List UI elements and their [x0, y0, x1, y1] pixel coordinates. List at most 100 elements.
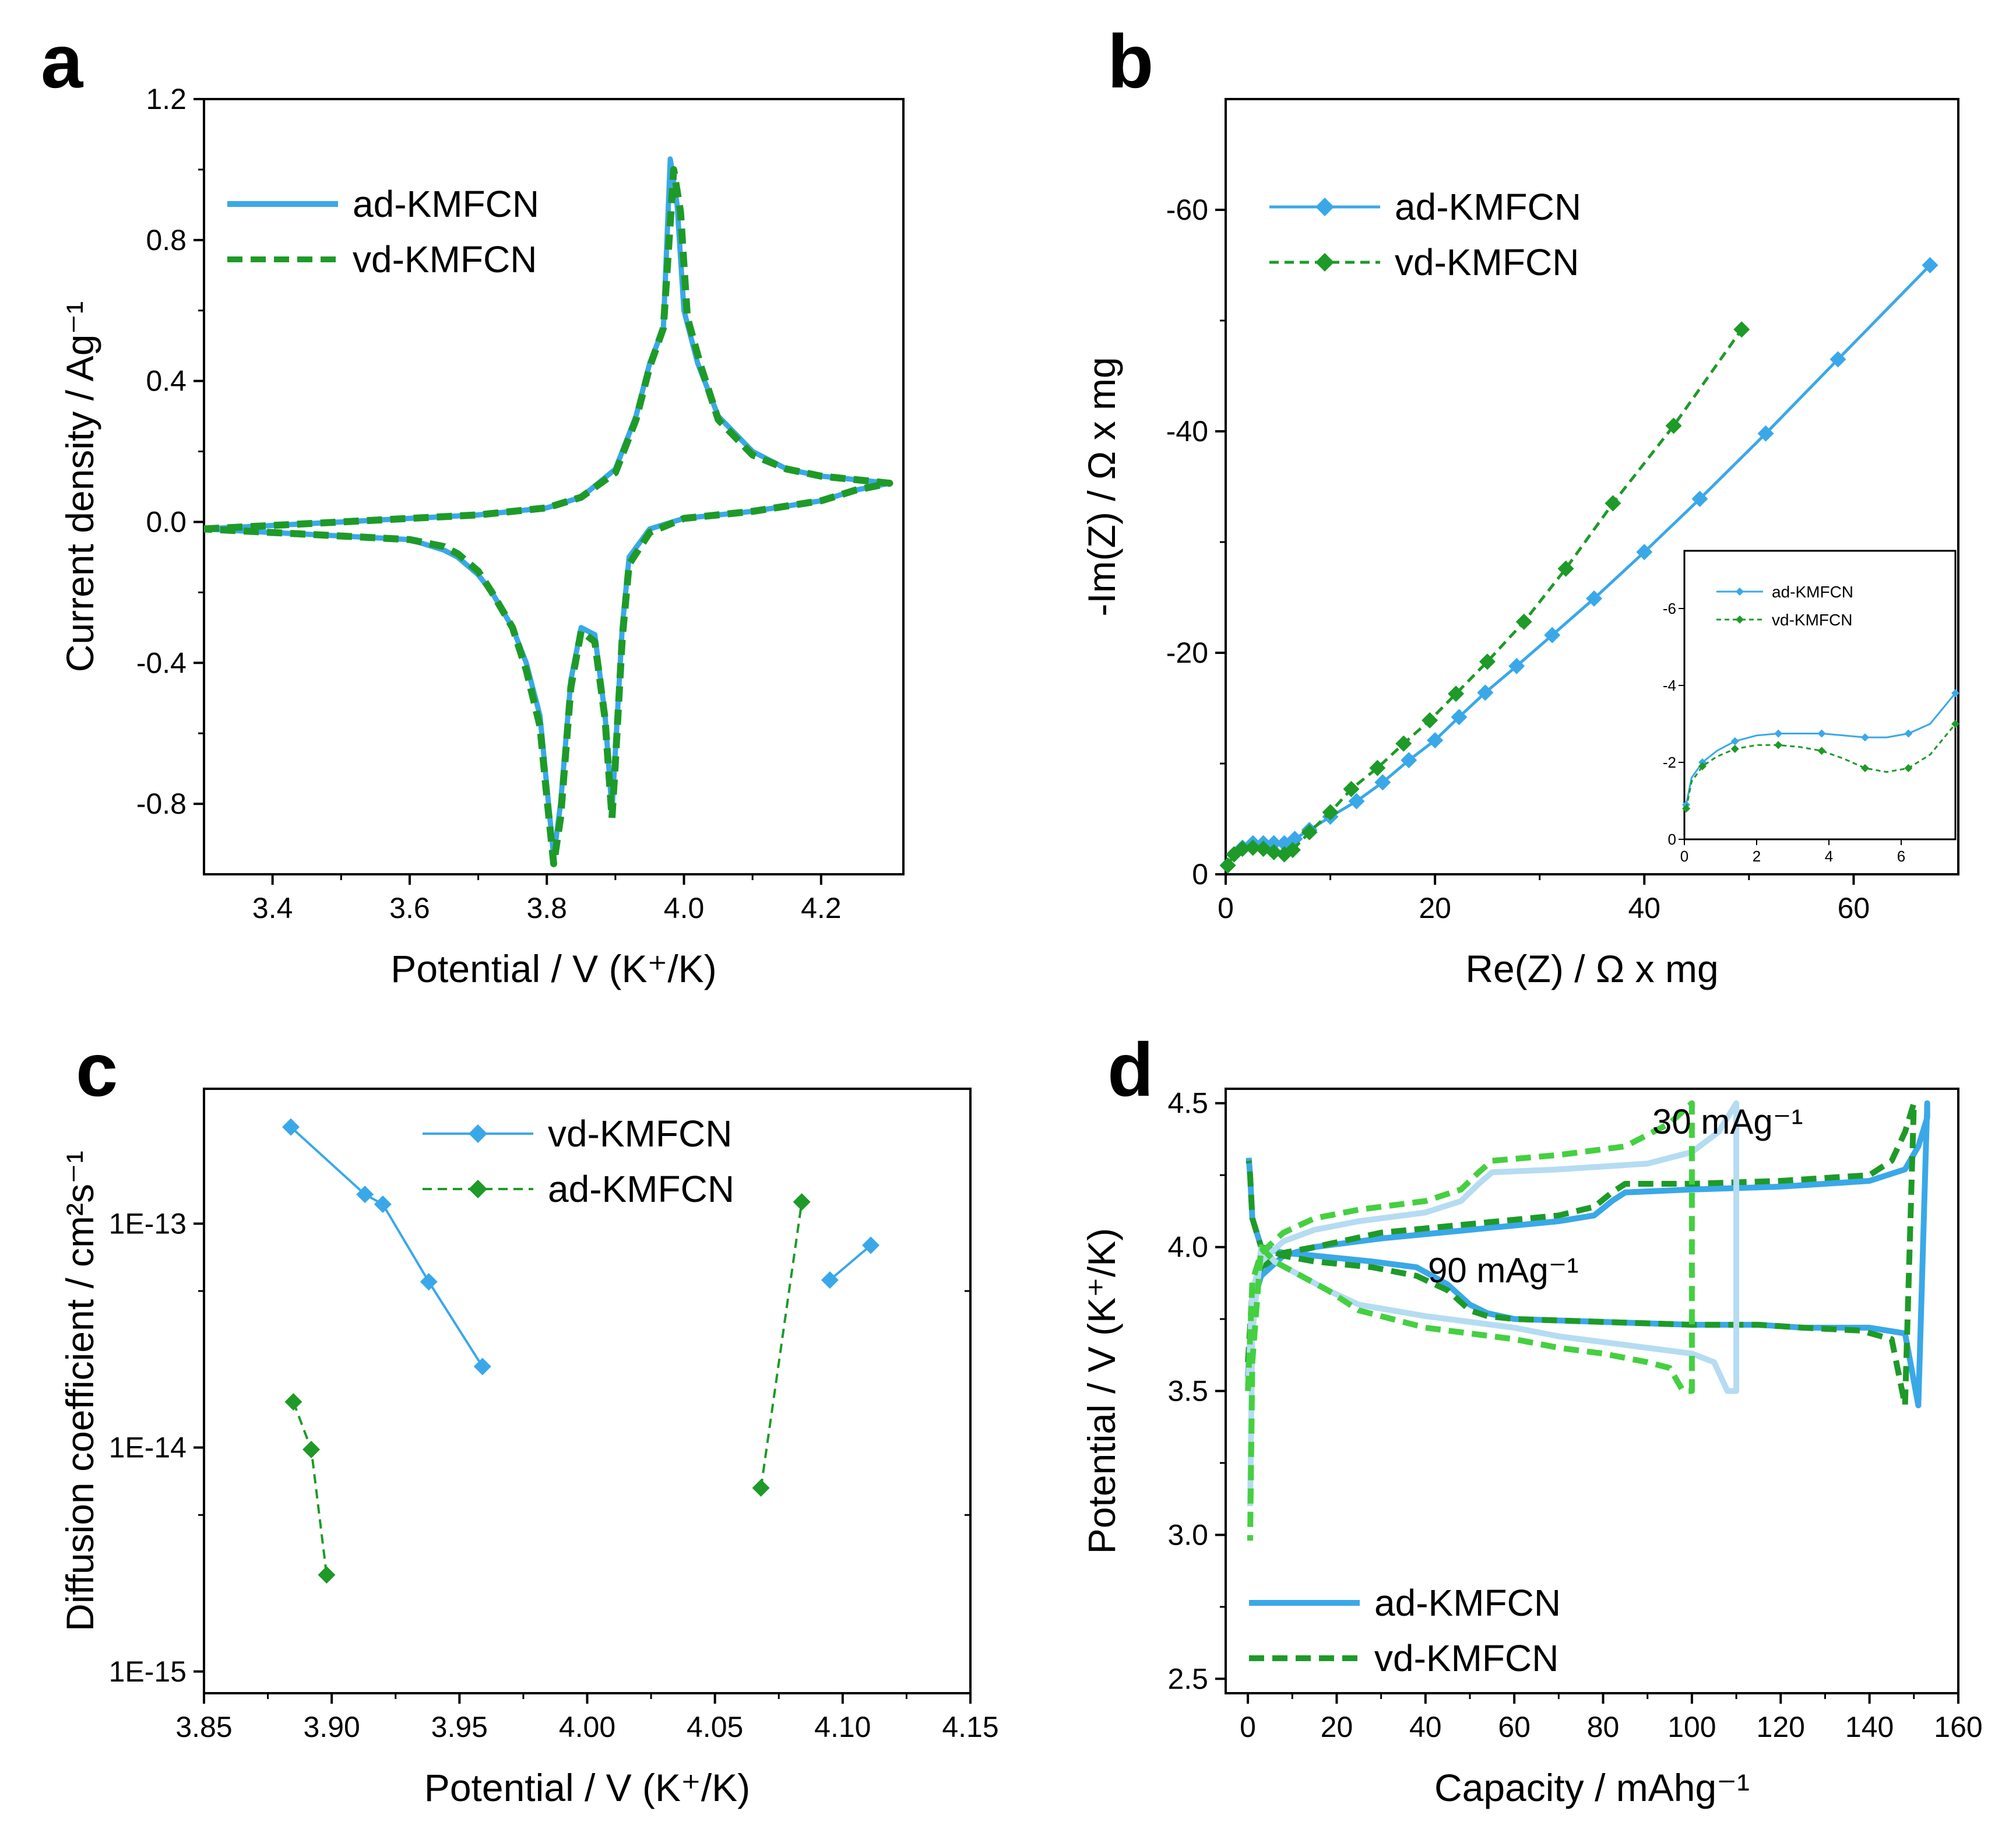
annotation-rate-90: 90 mAg⁻¹ — [1428, 1251, 1578, 1290]
data-point — [1244, 839, 1261, 856]
plot-frame — [203, 98, 905, 875]
legend-marker — [469, 1124, 487, 1143]
data-point — [1757, 425, 1774, 442]
data-point — [282, 1118, 300, 1136]
data-point — [1427, 732, 1444, 749]
data-point — [1557, 560, 1574, 577]
y-tick-label: 1E-15 — [109, 1655, 187, 1688]
x-tick-label: 3.4 — [252, 892, 293, 924]
y-tick-label: 0.4 — [146, 365, 187, 398]
series-line — [759, 1201, 803, 1489]
x-tick-label: 160 — [1934, 1711, 1982, 1743]
x-axis-label: Potential / V (K⁺/K) — [390, 947, 716, 990]
series-line — [1245, 1100, 1740, 1507]
inset-x-tick-label: 6 — [1897, 847, 1905, 865]
inset-data-point — [1861, 764, 1869, 772]
series-line — [1226, 328, 1743, 867]
data-point — [420, 1273, 438, 1291]
data-point — [1448, 685, 1465, 702]
y-tick-label: 0.0 — [146, 505, 187, 538]
legend-label: ad-KMFCN — [548, 1168, 734, 1210]
data-point — [1395, 735, 1412, 752]
y-tick-label: -60 — [1166, 194, 1208, 226]
inset-x-tick-label: 0 — [1680, 847, 1688, 865]
series-line — [1245, 1100, 1695, 1541]
inset-data-point — [1951, 720, 1959, 728]
panel-letter: d — [1107, 1027, 1153, 1112]
x-tick-label: 3.6 — [389, 892, 430, 924]
inset-legend-label: ad-KMFCN — [1772, 583, 1853, 601]
data-point — [1451, 709, 1468, 726]
data-point — [302, 1440, 321, 1458]
x-tick-label: 4.15 — [942, 1711, 998, 1743]
data-point — [1343, 780, 1360, 797]
data-point — [1922, 257, 1938, 273]
inset-y-tick-label: -4 — [1663, 677, 1676, 694]
y-axis-label: -Im(Z) / Ω x mg — [1080, 357, 1123, 616]
data-point — [1422, 712, 1438, 729]
legend-marker — [1315, 253, 1334, 272]
series-line — [1245, 1100, 1917, 1409]
legend-label: vd-KMFCN — [353, 238, 537, 280]
data-point — [1479, 653, 1496, 670]
series-line — [203, 166, 893, 867]
x-tick-label: 0 — [1218, 892, 1234, 924]
panel-letter: c — [76, 1027, 118, 1112]
data-point — [318, 1566, 336, 1584]
data-point — [374, 1195, 392, 1214]
panel-c: c 3.85 3.90 3.95 4.00 4.05 4.10 4.15 1E-15 1E-14 1… — [58, 1027, 999, 1809]
inset-data-point — [1817, 747, 1826, 755]
x-tick-label: 3.95 — [431, 1711, 488, 1743]
y-tick-label: 1.2 — [146, 83, 187, 115]
x-tick-label: 4.0 — [664, 892, 705, 924]
inset-legend-marker — [1736, 588, 1744, 596]
inset-data-point — [1951, 689, 1959, 698]
y-tick-label: 3.0 — [1167, 1518, 1208, 1551]
x-tick-label: 60 — [1498, 1711, 1531, 1743]
x-tick-label: 100 — [1667, 1711, 1716, 1743]
data-point — [793, 1193, 811, 1211]
plot-frame — [1225, 98, 1959, 875]
data-point — [1636, 544, 1653, 561]
inset-data-point — [1817, 729, 1826, 738]
x-tick-label: 120 — [1757, 1711, 1805, 1743]
y-tick-label: 1E-14 — [109, 1432, 187, 1464]
series-line — [290, 1126, 484, 1367]
data-point — [1586, 590, 1603, 607]
inset-data-point — [1682, 804, 1691, 813]
x-tick-label: 4.10 — [814, 1711, 871, 1743]
legend-marker — [1315, 198, 1334, 216]
data-point — [1733, 321, 1750, 338]
x-tick-label: 0 — [1240, 1711, 1256, 1743]
data-point — [1322, 804, 1339, 821]
y-tick-label: 0 — [1192, 858, 1208, 891]
y-tick-label: -0.8 — [136, 787, 187, 820]
x-tick-label: 4.2 — [801, 892, 842, 924]
x-tick-label: 3.8 — [526, 892, 567, 924]
inset-legend-label: vd-KMFCN — [1772, 611, 1852, 629]
panel-a: a 3.4 3.6 3.8 4.0 4.2 -0.8 -0.4 0.0 0.4 0.8 1.2 Pote… — [41, 19, 905, 990]
inset-y-tick-label: -6 — [1663, 600, 1676, 617]
data-point — [1829, 351, 1846, 368]
data-point — [1301, 824, 1318, 840]
legend-label: vd-KMFCN — [548, 1113, 732, 1155]
inset-y-tick-label: -2 — [1663, 754, 1676, 771]
data-point — [356, 1186, 374, 1204]
x-tick-label: 4.00 — [559, 1711, 615, 1743]
x-tick-label: 40 — [1409, 1711, 1442, 1743]
y-tick-label: 2.5 — [1167, 1662, 1208, 1695]
x-axis-label: Capacity / mAhg⁻¹ — [1434, 1766, 1750, 1809]
inset-data-point — [1904, 764, 1913, 772]
series-line — [1245, 1100, 1930, 1409]
data-point — [1665, 417, 1682, 434]
data-point — [284, 1393, 302, 1411]
x-tick-label: 20 — [1321, 1711, 1353, 1743]
legend-label: ad-KMFCN — [1395, 186, 1581, 228]
inset-series-line — [1685, 692, 1957, 805]
data-point — [1605, 495, 1621, 512]
series-line — [292, 1401, 328, 1575]
x-tick-label: 20 — [1419, 892, 1451, 924]
series-line — [829, 1244, 872, 1281]
x-tick-label: 60 — [1838, 892, 1870, 924]
